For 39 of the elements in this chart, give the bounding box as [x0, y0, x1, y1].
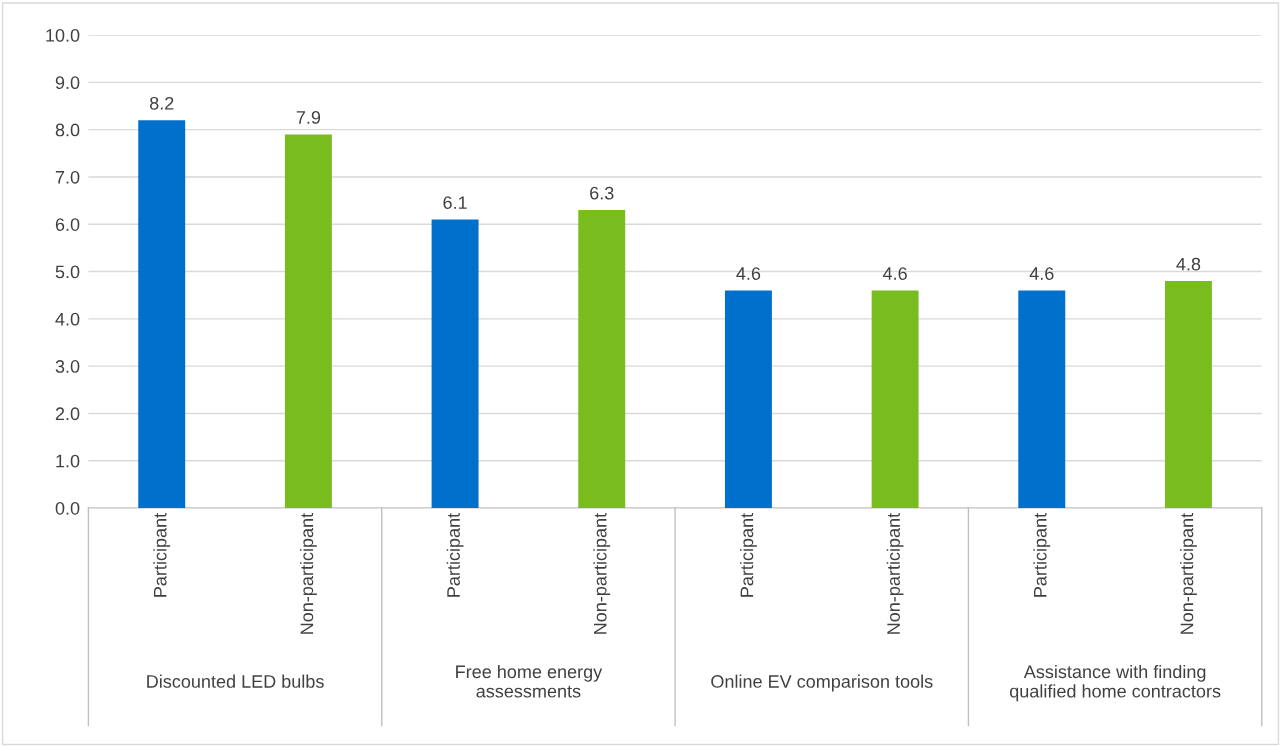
text: Online EV comparison tools: [711, 674, 933, 692]
bar: [1018, 290, 1066, 509]
x-tick-label: Participant: [740, 513, 757, 597]
y-tick-label: 7.0: [55, 170, 80, 184]
bar: [871, 290, 919, 509]
x-tick-label: Non-participant: [593, 513, 611, 634]
bar: [138, 120, 186, 509]
data-label: 4.6: [1029, 267, 1054, 280]
y-tick-label: 2.0: [55, 407, 80, 421]
y-tick-label: 4.0: [55, 312, 80, 326]
x-tick-label: Non-participant: [886, 513, 904, 634]
text: Assistance with finding qualified home contractors: [1009, 664, 1221, 702]
data-label: 4.8: [1176, 257, 1201, 271]
data-label: 4.6: [736, 267, 761, 280]
y-tick-label: 8.0: [55, 123, 80, 137]
data-label: 8.2: [149, 96, 174, 110]
data-label: 6.1: [443, 196, 467, 209]
bar: [284, 134, 332, 509]
x-tick-label: Participant: [153, 513, 171, 597]
x-tick-label: Non-participant: [299, 513, 317, 634]
x-tick-label: Participant: [446, 513, 464, 597]
y-tick-label: 10.0: [46, 29, 80, 42]
data-label: 6.3: [590, 186, 614, 200]
bar: [724, 290, 772, 509]
text: Discounted LED bulbs: [147, 674, 324, 688]
y-tick-label: 6.0: [55, 218, 80, 231]
y-tick-label: 0.0: [55, 501, 80, 515]
text: Free home energy assessments: [456, 664, 603, 698]
bar: [578, 210, 626, 509]
bar: [1164, 281, 1212, 509]
y-tick-label: 5.0: [55, 265, 80, 279]
y-tick-label: 3.0: [55, 360, 80, 373]
data-label: 7.9: [296, 111, 321, 124]
bar: [431, 219, 479, 509]
y-tick-label: 9.0: [55, 76, 80, 90]
x-tick-label: Non-participant: [1180, 513, 1197, 634]
x-tick-label: Participant: [1033, 513, 1051, 597]
data-label: 4.6: [882, 267, 907, 280]
y-tick-label: 1.0: [56, 454, 80, 468]
